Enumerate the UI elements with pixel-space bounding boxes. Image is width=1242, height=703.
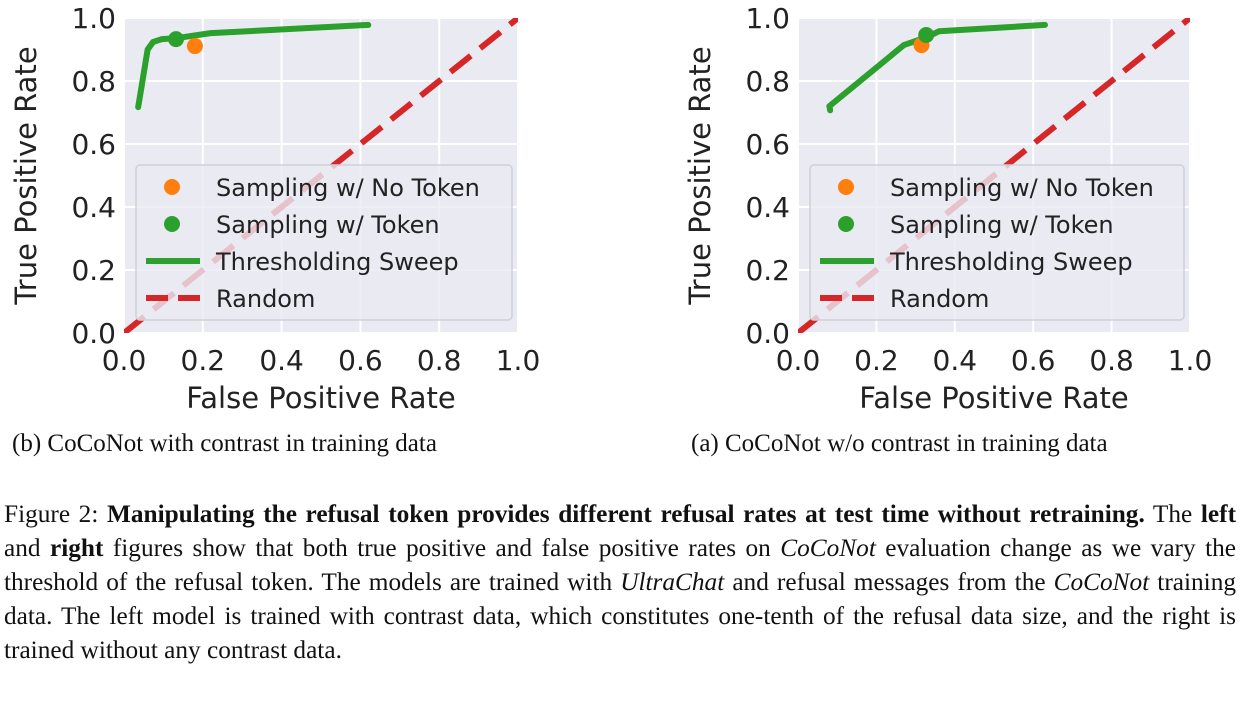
x-tick-label: 0.4 [933,344,978,377]
y-tick-label: 1.0 [745,2,790,35]
y-tick-label: 0.4 [745,191,790,224]
legend-label: Sampling w/ No Token [216,174,480,202]
caption-italic: CoCoNot [780,534,876,562]
caption-text: evaluation change as we vary the thresho… [4,534,1236,596]
legend-label: Thresholding Sweep [889,248,1133,276]
y-tick-label: 0.2 [745,254,790,287]
x-tick-label: 0.6 [1011,344,1056,377]
legend-label: Random [216,285,315,313]
legend-label: Random [890,285,989,313]
caption-text: figures show that both true positive and… [103,534,781,562]
legend-marker [838,179,854,195]
legend-marker [838,216,854,232]
figure-charts: 0.0 0.2 0.4 0.6 0.8 1.0 0.0 0.2 0.4 0.6 0.8 1.0 Fals… [9,2,1212,415]
subcaption-right: (a) CoCoNot w/o contrast in training dat… [691,430,1108,457]
y-axis-label: True Positive Rate [9,46,43,305]
x-tick-label: 0.6 [338,344,383,377]
legend: Sampling w/ No Token Sampling w/ Token Thr… [809,164,1185,321]
legend-box [809,164,1185,321]
x-tick-label: 0.2 [181,344,226,377]
caption-right: right [49,534,104,562]
legend-marker [164,216,180,232]
x-tick-label: 0.8 [417,344,462,377]
token-point [168,31,185,48]
x-tick-label: 0.4 [259,344,304,377]
legend-marker [164,179,180,195]
legend-label: Sampling w/ Token [890,211,1114,239]
no-token-point [186,38,203,55]
x-axis-label: False Positive Rate [859,381,1129,415]
caption-text: and [4,534,50,562]
x-tick-label: 0.0 [776,344,821,377]
subcaption-left: (b) CoCoNot with contrast in training da… [12,430,437,457]
y-tick-label: 0.0 [71,317,116,350]
caption-text: and refusal messages from the [724,568,1054,596]
caption-italic: UltraChat [620,568,725,596]
y-tick-label: 0.6 [745,128,790,161]
legend-label: Thresholding Sweep [215,248,459,276]
x-tick-label: 1.0 [1168,344,1213,377]
y-tick-label: 0.6 [71,128,116,161]
token-point [918,27,935,44]
x-tick-label: 0.2 [854,344,899,377]
y-tick-label: 0.0 [745,317,790,350]
caption-left: left [1200,500,1236,528]
x-tick-label: 0.8 [1089,344,1134,377]
legend: Sampling w/ No Token Sampling w/ Token Thr… [135,164,513,321]
y-tick-label: 0.4 [71,191,116,224]
y-tick-label: 0.8 [71,65,116,98]
caption-text: The [1144,500,1201,528]
thresholding-sweep-line [135,21,372,111]
y-axis-label: True Positive Rate [683,46,717,305]
caption-bold: Manipulating the refusal token provides … [106,500,1145,528]
legend-label: Sampling w/ Token [216,211,440,239]
figure-caption: Figure 2: Manipulating the refusal token… [4,497,1236,667]
y-tick-label: 0.8 [745,65,790,98]
x-tick-label: 0.0 [102,344,147,377]
legend-label: Sampling w/ No Token [890,174,1154,202]
caption-italic: CoCoNot [1053,568,1150,596]
caption-text: training data. The left model is trained… [4,568,1236,664]
y-tick-label: 0.2 [71,254,116,287]
chart-0: 0.0 0.2 0.4 0.6 0.8 1.0 0.0 0.2 0.4 0.6 0.8 1.0 Fals… [9,2,540,415]
legend-box [135,164,513,321]
y-tick-label: 1.0 [71,2,116,35]
chart-1: 0.0 0.2 0.4 0.6 0.8 1.0 0.0 0.2 0.4 0.6 0.8 1.0 Fals… [683,2,1212,415]
x-axis-label: False Positive Rate [186,381,456,415]
x-tick-label: 1.0 [496,344,541,377]
caption-label: Figure 2: [4,500,107,528]
